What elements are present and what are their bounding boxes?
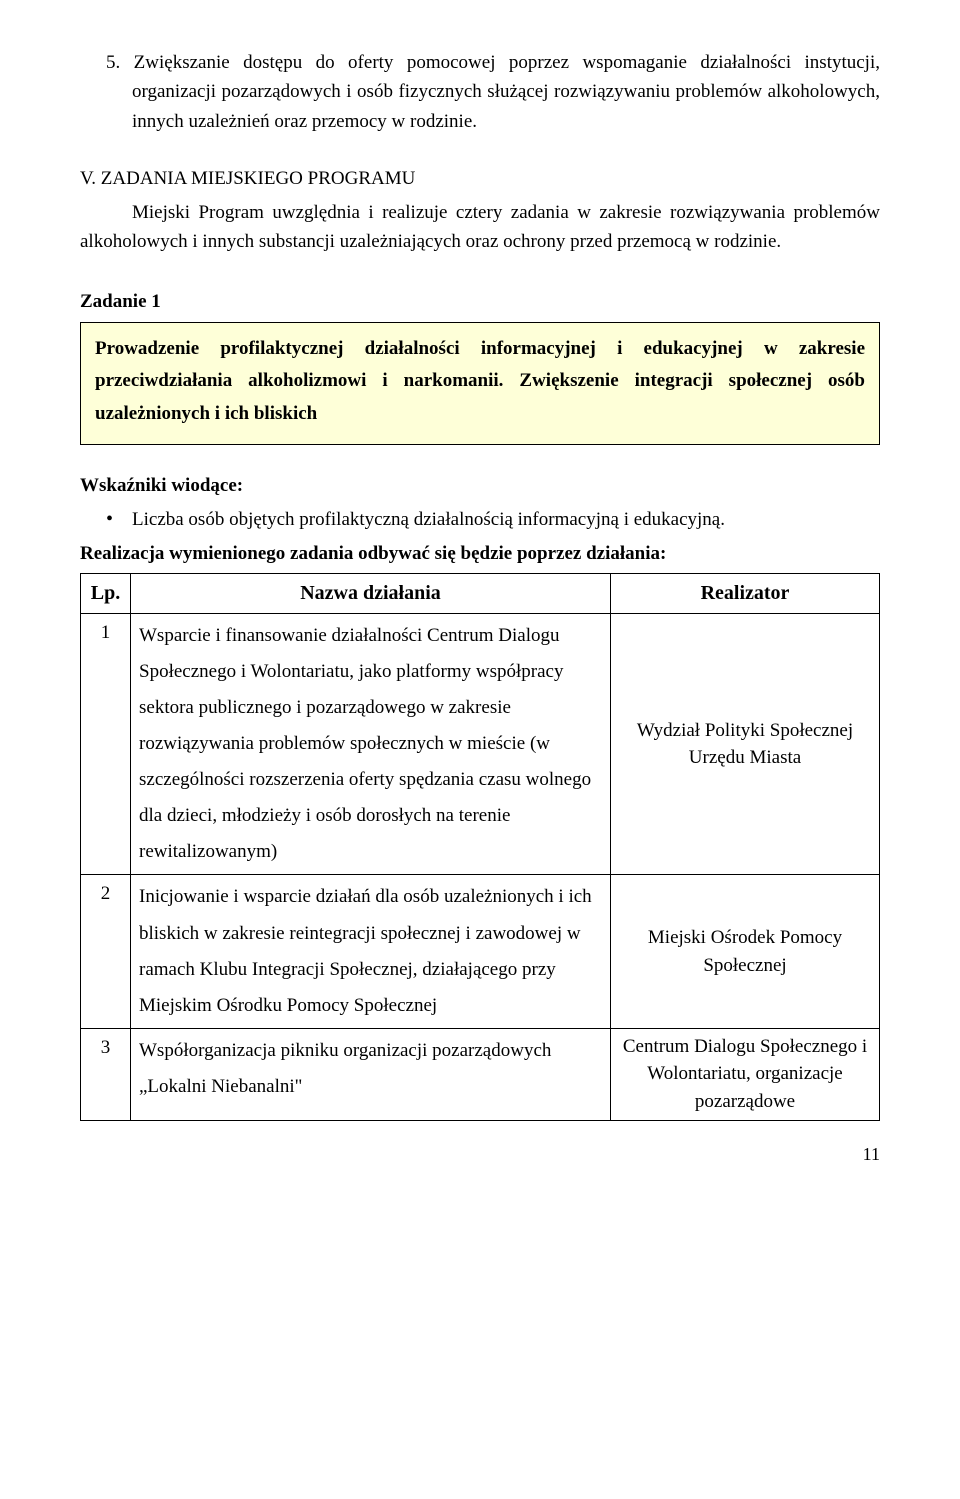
- table-row: 3 Współorganizacja pikniku organizacji p…: [81, 1028, 880, 1120]
- indicator-item: Liczba osób objętych profilaktyczną dzia…: [132, 504, 880, 535]
- table-row: 2 Inicjowanie i wsparcie działań dla osó…: [81, 875, 880, 1028]
- realization-intro: Realizacja wymienionego zadania odbywać …: [80, 539, 880, 568]
- cell-name: Inicjowanie i wsparcie działań dla osób …: [131, 875, 611, 1028]
- section-v-heading: V. ZADANIA MIEJSKIEGO PROGRAMU: [80, 164, 880, 193]
- col-realizer: Realizator: [611, 573, 880, 613]
- zadanie-1-highlight-box: Prowadzenie profilaktycznej działalności…: [80, 322, 880, 445]
- col-lp: Lp.: [81, 573, 131, 613]
- numbered-list-item-5: 5. Zwiększanie dostępu do oferty pomocow…: [80, 48, 880, 136]
- col-name: Nazwa działania: [131, 573, 611, 613]
- indicators-list: Liczba osób objętych profilaktyczną dzia…: [80, 504, 880, 535]
- section-v-body: Miejski Program uwzględnia i realizuje c…: [80, 198, 880, 257]
- page-number: 11: [80, 1141, 880, 1169]
- cell-name: Współorganizacja pikniku organizacji poz…: [131, 1028, 611, 1120]
- highlight-text: Prowadzenie profilaktycznej działalności…: [95, 338, 865, 424]
- table-row: 1 Wsparcie i finansowanie działalności C…: [81, 613, 880, 875]
- cell-realizer: Centrum Dialogu Społecznego i Wolontaria…: [611, 1028, 880, 1120]
- indicators-heading: Wskaźniki wiodące:: [80, 471, 880, 500]
- actions-table: Lp. Nazwa działania Realizator 1 Wsparci…: [80, 573, 880, 1121]
- table-header-row: Lp. Nazwa działania Realizator: [81, 573, 880, 613]
- cell-name: Wsparcie i finansowanie działalności Cen…: [131, 613, 611, 875]
- item-number: 5.: [106, 52, 120, 73]
- cell-realizer: Miejski Ośrodek Pomocy Społecznej: [611, 875, 880, 1028]
- cell-lp: 3: [81, 1028, 131, 1120]
- item-text: Zwiększanie dostępu do oferty pomocowej …: [132, 52, 880, 132]
- cell-lp: 1: [81, 613, 131, 875]
- cell-lp: 2: [81, 875, 131, 1028]
- zadanie-1-label: Zadanie 1: [80, 287, 880, 316]
- cell-realizer: Wydział Polityki Społecznej Urzędu Miast…: [611, 613, 880, 875]
